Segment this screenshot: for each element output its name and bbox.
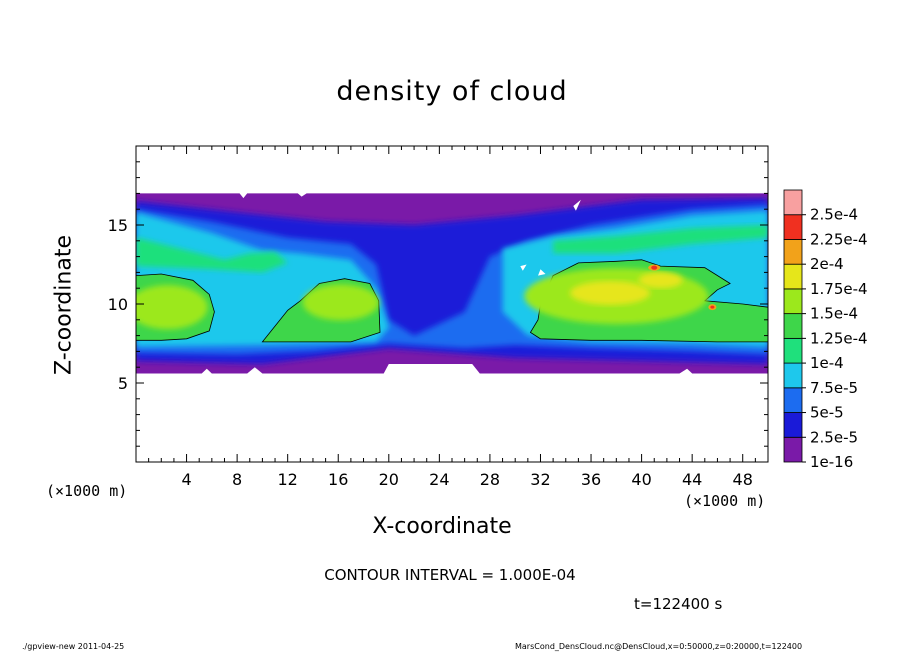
x-tick-label: 24	[429, 470, 449, 489]
local-maximum-red	[651, 265, 658, 270]
colorbar-swatch	[783, 412, 803, 438]
x-tick-label: 12	[278, 470, 298, 489]
colorbar-swatch	[783, 239, 803, 265]
gap-mark	[573, 199, 581, 211]
x-tick-label: 20	[379, 470, 399, 489]
x-tick-label: 44	[682, 470, 702, 489]
y-axis-label: Z-coordinate	[51, 235, 77, 375]
colorbar-swatch	[783, 288, 803, 315]
x-tick-label: 16	[328, 470, 348, 489]
teal-band-upper-right	[553, 225, 768, 254]
y-tick-label: 10	[108, 295, 128, 314]
footer-program-info: ./gpview-new 2011-04-25	[22, 642, 125, 651]
y-tick-label: 15	[108, 216, 128, 235]
gap-mark	[520, 264, 527, 271]
x-tick-label: 48	[733, 470, 753, 489]
x-tick-label: 8	[232, 470, 242, 489]
highlight-left	[136, 285, 208, 330]
yellow-patch-peak	[638, 272, 683, 289]
x-tick-label: 4	[181, 470, 191, 489]
gap-mark	[538, 269, 546, 276]
colorbar-label: 5e-5	[810, 404, 844, 422]
x-unit-label-right: (×1000 m)	[684, 492, 766, 510]
time-note: t=122400 s	[634, 595, 723, 613]
colorbar-swatch	[783, 387, 803, 413]
colorbar-swatch	[783, 436, 803, 463]
contour-interval-note: CONTOUR INTERVAL = 1.000E-04	[324, 566, 576, 584]
colorbar-label: 1e-4	[810, 354, 844, 372]
x-tick-label: 28	[480, 470, 500, 489]
colorbar-swatch	[783, 313, 803, 339]
local-maximum-red-2	[710, 305, 715, 309]
colorbar-swatch	[783, 362, 803, 389]
colorbar-swatch	[783, 263, 803, 290]
footer-data-source: MarsCond_DensCloud.nc@DensCloud,x=0:5000…	[515, 642, 803, 651]
x-axis-label: X-coordinate	[372, 514, 512, 539]
colorbar-label: 2.25e-4	[810, 230, 868, 248]
chart-title: density of cloud	[336, 76, 568, 107]
colorbar-label: 1.75e-4	[810, 280, 868, 298]
colorbar-label: 2.5e-5	[810, 428, 858, 446]
colorbar-label: 1e-16	[810, 453, 853, 471]
x-unit-label-left: (×1000 m)	[46, 482, 128, 500]
colorbar-label: 2e-4	[810, 255, 844, 273]
colorbar-label: 2.5e-4	[810, 206, 858, 224]
highlight-center	[302, 284, 379, 321]
yellow-patch-right	[570, 280, 650, 305]
colorbar-swatch	[783, 337, 803, 364]
colorbar-swatch	[783, 214, 803, 240]
y-tick-label: 5	[118, 374, 128, 393]
colorbar-swatch	[783, 189, 803, 216]
colorbar-label: 1.25e-4	[810, 329, 868, 347]
x-tick-label: 36	[581, 470, 601, 489]
plot-area	[136, 193, 768, 374]
colorbar-label: 7.5e-5	[810, 379, 858, 397]
x-tick-label: 32	[530, 470, 550, 489]
x-tick-label: 40	[631, 470, 651, 489]
colorbar-label: 1.5e-4	[810, 305, 858, 323]
teal-band-upper-left	[136, 237, 288, 273]
